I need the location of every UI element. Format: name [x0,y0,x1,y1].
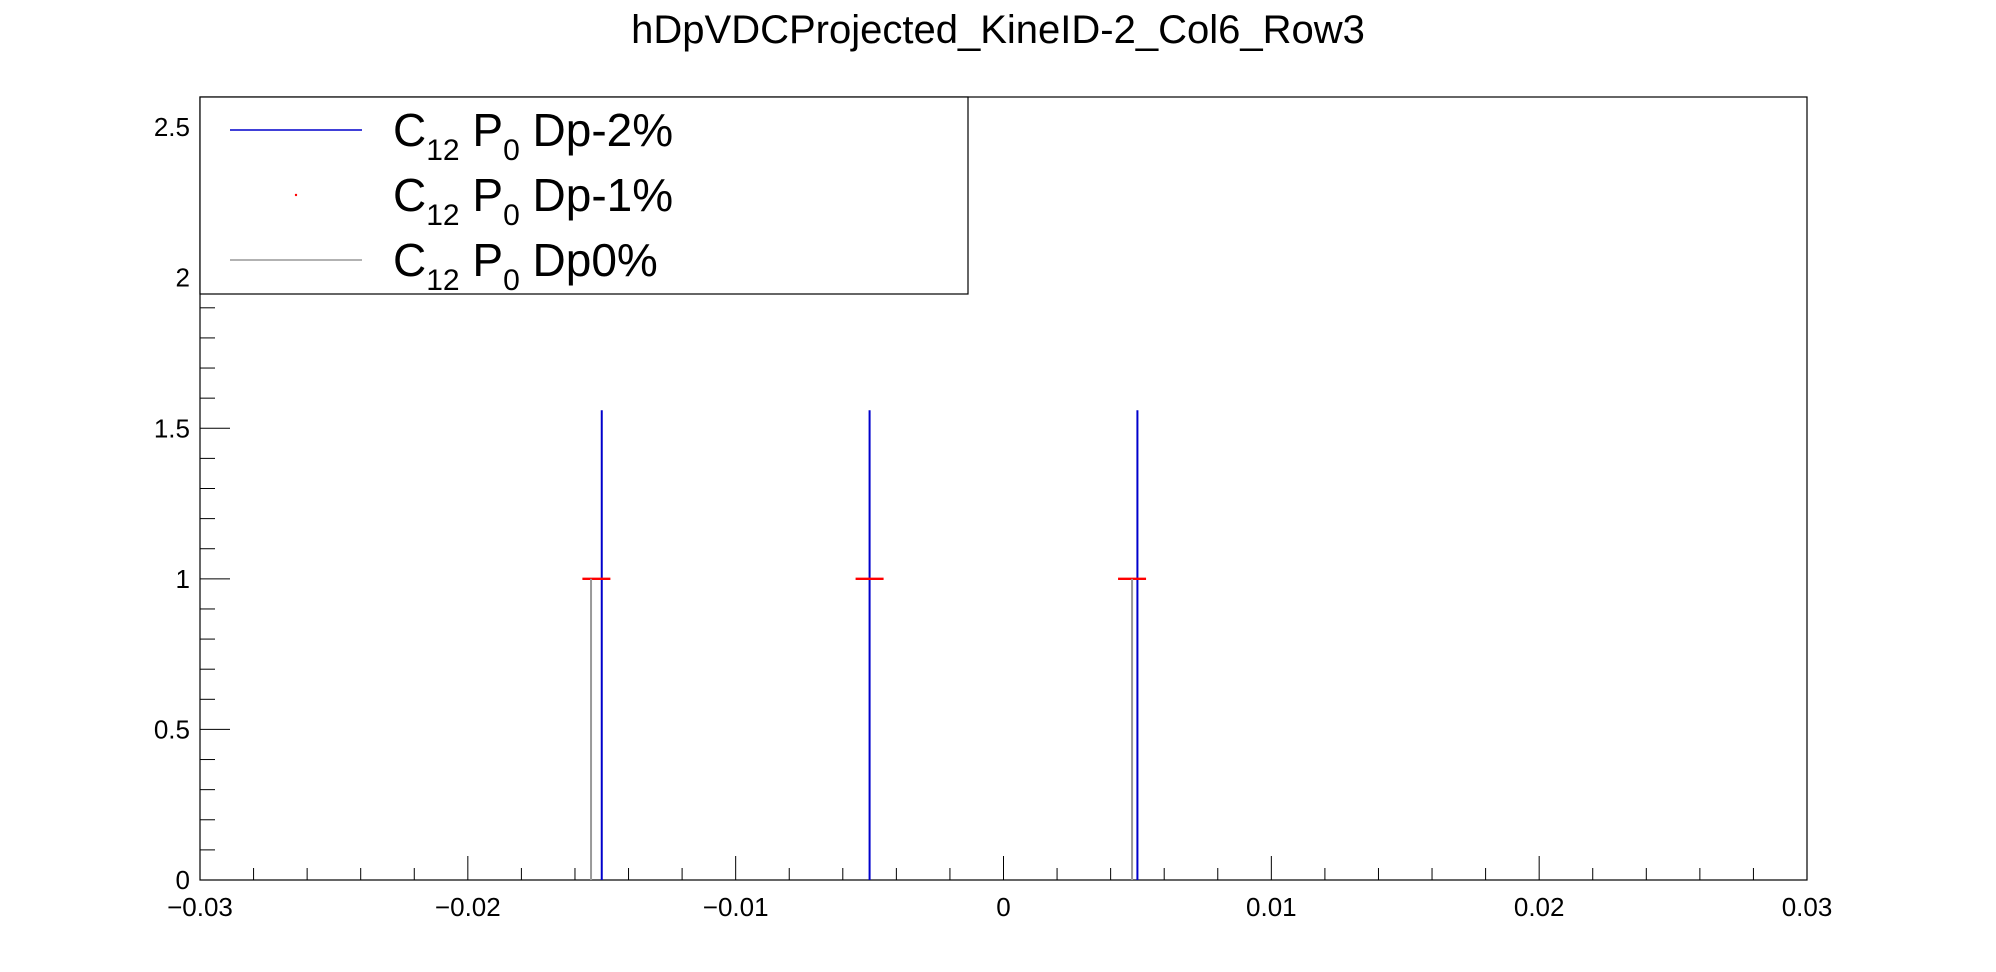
legend-label-tail: Dp-1% [520,169,673,221]
legend-label-tail: Dp-2% [520,104,673,156]
legend-label-base: C [393,169,426,221]
x-axis: −0.03 −0.02 −0.01 0 0.01 0.02 0.03 [167,856,1832,922]
x-tick-label: 0.01 [1246,892,1297,922]
legend-label-mid: P [460,104,503,156]
legend-label-sub2: 0 [503,134,520,167]
y-tick-label: 1.5 [154,413,190,443]
y-tick-label: 2 [176,263,190,293]
x-tick-label: −0.01 [703,892,769,922]
legend-label-2: C12 P0 Dp0% [393,234,658,297]
legend-label-1: C12 P0 Dp-1% [393,169,673,232]
x-tick-label: −0.03 [167,892,233,922]
legend: C12 P0 Dp-2%C12 P0 Dp-1%C12 P0 Dp0% [199,96,969,297]
legend-label-base: C [393,104,426,156]
legend-label-sub1: 12 [426,134,459,167]
legend-label-0: C12 P0 Dp-2% [393,104,673,167]
legend-label-base: C [393,234,426,286]
x-tick-label: 0.03 [1782,892,1833,922]
legend-label-tail: Dp0% [520,234,658,286]
legend-label-mid: P [460,169,503,221]
y-tick-label: 2.5 [154,112,190,142]
chart-title: hDpVDCProjected_KineID-2_Col6_Row3 [631,8,1365,52]
y-tick-label: 0 [176,865,190,895]
x-tick-label: 0 [996,892,1010,922]
legend-marker-1 [294,193,298,197]
legend-label-sub2: 0 [503,199,520,232]
y-tick-label: 0.5 [154,714,190,744]
legend-label-sub1: 12 [426,264,459,297]
x-tick-label: −0.02 [435,892,501,922]
y-tick-label: 1 [176,564,190,594]
x-tick-label: 0.02 [1514,892,1565,922]
data-layer [582,410,1147,880]
legend-label-sub1: 12 [426,199,459,232]
legend-label-mid: P [460,234,503,286]
legend-label-sub2: 0 [503,264,520,297]
